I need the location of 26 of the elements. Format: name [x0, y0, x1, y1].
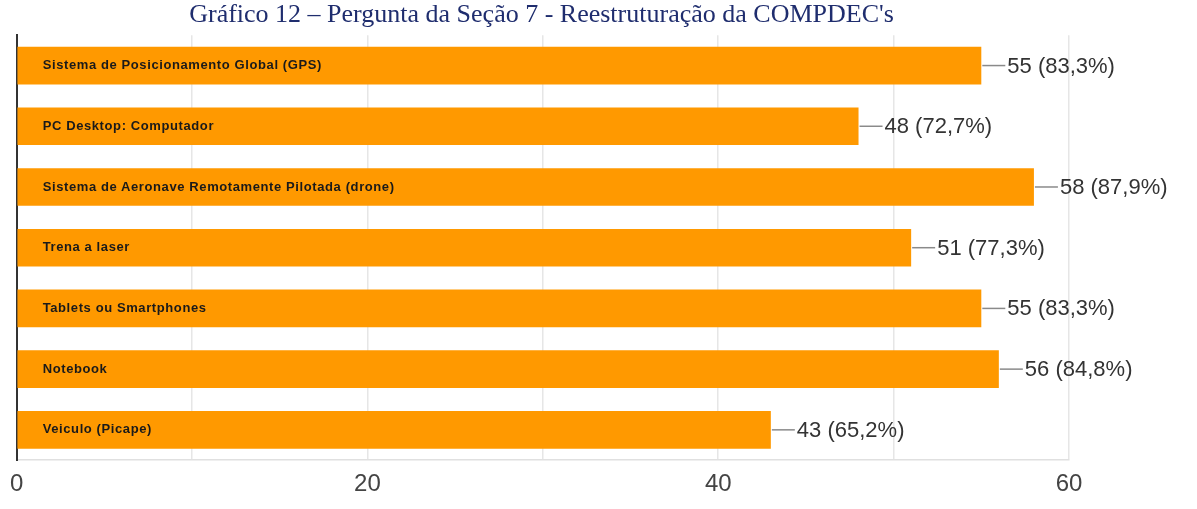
y-tick-label: PC Desktop: Computador [42, 117, 215, 133]
bar [17, 411, 771, 449]
data-label: 55 (83,3%) [1007, 295, 1115, 321]
data-label: 43 (65,2%) [796, 416, 905, 442]
y-tick-label: Notebook [42, 360, 108, 376]
y-tick-label: Tablets ou Smartphones [42, 299, 207, 315]
x-tick-label: 0 [9, 469, 24, 497]
bar [17, 107, 859, 146]
data-label: 58 (87,9%) [1059, 174, 1168, 200]
y-tick-label: Veiculo (Picape) [42, 421, 152, 437]
bar [17, 228, 912, 267]
bar [17, 168, 1034, 206]
data-label: 56 (84,8%) [1024, 356, 1133, 382]
data-label: 51 (77,3%) [937, 234, 1045, 260]
bar [17, 289, 982, 328]
y-tick-label: Sistema de Aeronave Remotamente Pilotada (drone) [42, 178, 395, 194]
data-label: 55 (83,3%) [1007, 52, 1115, 78]
data-label: 48 (72,7%) [884, 113, 993, 139]
bar [17, 46, 982, 85]
x-tick-label: 60 [1055, 469, 1083, 497]
x-tick-label: 40 [704, 469, 732, 497]
x-tick-label: 20 [354, 469, 381, 497]
bar [17, 350, 999, 388]
y-tick-label: Trena a laser [42, 239, 130, 255]
y-tick-label: Sistema de Posicionamento Global (GPS) [42, 57, 322, 73]
chart-title: Gráfico 12 – Pergunta da Seção 7 - Reestruturação da COMPDEC's [189, 0, 894, 29]
